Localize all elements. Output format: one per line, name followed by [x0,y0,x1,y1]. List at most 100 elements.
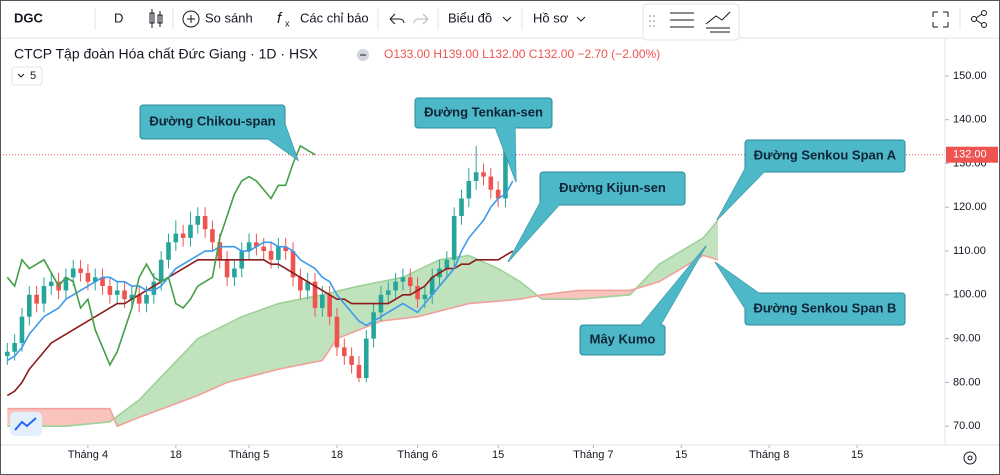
indicator-badge[interactable] [11,66,43,86]
candle-body [290,251,296,278]
callout-box [744,139,906,173]
x-tick-label: 15 [675,449,687,461]
candle-body [305,281,310,291]
callout-box [744,292,906,326]
candle-body [202,216,208,230]
candle-body [473,172,479,181]
candle-icon[interactable] [149,9,163,28]
candle-body [342,347,347,357]
indicator-line [6,180,514,362]
candle-body [217,242,223,260]
candle-body [107,286,113,295]
callout-pointer-join [715,262,760,310]
indicator-line [7,219,719,427]
drag-handle [649,15,655,27]
fx-icon[interactable]: f [277,10,283,27]
settings-lines-icon[interactable] [705,11,731,33]
x-tick-label: Tháng 4 [68,449,108,461]
x-tick-label: 18 [170,449,182,461]
x-tick-label: Tháng 5 [229,449,269,461]
indicators[interactable]: Các chỉ báo [300,10,369,25]
callout-text: Đường Senkou Span A [754,147,897,162]
redo-icon[interactable] [413,13,429,25]
candle-body [129,294,135,300]
x-tick-label: 15 [851,449,863,461]
y-tick-label: 90.00 [953,333,981,345]
instrument-name: CTCP Tập đoàn Hóa chất Đức Giang · 1D · … [14,46,318,62]
interval[interactable]: D [114,10,123,25]
candle-body [466,180,472,199]
candle-body [363,338,369,379]
candle-body [371,312,376,339]
candle-body [481,172,486,177]
candle-body [312,281,318,308]
lines-icon[interactable] [670,12,694,28]
candle-body [27,294,32,317]
candle-body [444,259,450,269]
x-tick-label: Tháng 6 [397,449,437,461]
callout-box [414,97,553,129]
candle-body [400,277,406,282]
candle-body [393,281,398,291]
callout-box [139,104,286,140]
candle-body [92,277,98,282]
candle-body [429,277,435,295]
candle-body [495,189,501,199]
candle-body [320,294,325,308]
y-tick-label: 120.00 [953,201,987,213]
fullscreen-icon[interactable] [932,11,949,28]
compare[interactable]: So sánh [205,10,253,25]
candle-body [459,198,464,217]
candle-body [415,286,420,300]
callout-text: Đường Senkou Span B [754,300,897,315]
chart-type[interactable]: Biểu đồ [448,10,492,25]
candle-body [283,246,288,252]
candle-body [158,259,164,282]
candle-body [180,233,186,238]
y-tick-label: 100.00 [953,289,987,301]
axes: 70.0080.0090.00100.00110.00120.00130.001… [68,70,998,461]
price-label-bg [946,146,998,163]
y-tick-label: 80.00 [953,376,981,388]
candle-body [34,294,39,304]
x-tick-label: Tháng 7 [573,449,613,461]
chevron [17,73,25,78]
logo-mark [14,417,37,431]
y-tick-label: 110.00 [953,245,986,257]
candle-body [41,286,47,304]
candle-body [503,150,508,199]
symbol[interactable]: DGC [14,10,44,25]
share-icon[interactable] [971,10,987,28]
x-tick-label: 15 [492,449,504,461]
y-tick-label: 150.00 [953,70,987,82]
floating-panel [642,3,740,41]
callout-pointer-join [268,124,298,160]
candle-body [136,294,142,304]
profile[interactable]: Hồ sơ [533,10,569,25]
indicator-line [6,250,514,397]
candle-body [48,281,54,287]
chevron [576,16,586,22]
callout-text: Đường Tenkan-sen [424,104,543,119]
callout-pointer-join [495,127,516,182]
candle-body [385,290,391,295]
undo-icon[interactable] [389,13,405,25]
callout-pointer-join [640,246,706,326]
toolbar: DGC D So sánh f x Các chỉ báo Biểu đồ Hồ… [0,0,1000,41]
candle-body [268,251,274,260]
callout-pointer-join [717,156,765,220]
indicator-line [7,254,719,428]
chevron [502,16,512,22]
legend: CTCP Tập đoàn Hóa chất Đức Giang · 1D · … [11,46,660,86]
candle-body [451,216,457,260]
callout-text: Mây Kumo [590,331,656,346]
indicator-count: 5 [30,70,36,82]
callout-pointer-join [508,188,560,262]
candle-body [224,259,230,278]
candle-body [144,294,149,304]
gear-icon[interactable] [963,451,977,465]
candle-body [298,277,303,291]
candle-body [100,277,105,287]
compare-icon[interactable] [182,10,200,28]
